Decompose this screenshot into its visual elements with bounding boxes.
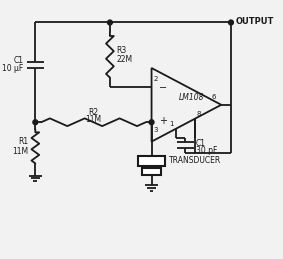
Text: 30 pF: 30 pF bbox=[196, 146, 217, 155]
Text: 3: 3 bbox=[153, 127, 158, 133]
Text: 1: 1 bbox=[170, 121, 174, 127]
Bar bbox=[138, 156, 165, 166]
Text: 11M: 11M bbox=[85, 115, 102, 124]
Text: −: − bbox=[159, 83, 168, 93]
Text: 22M: 22M bbox=[117, 55, 133, 64]
Text: R2: R2 bbox=[88, 108, 98, 117]
Text: 10 μF: 10 μF bbox=[3, 64, 24, 73]
Text: C1: C1 bbox=[196, 139, 206, 148]
Text: R1: R1 bbox=[18, 137, 29, 146]
Text: C1: C1 bbox=[14, 56, 24, 65]
Text: 2: 2 bbox=[153, 76, 158, 82]
Text: 6: 6 bbox=[211, 94, 216, 100]
Text: TRANSDUCER: TRANSDUCER bbox=[169, 156, 221, 166]
Circle shape bbox=[108, 20, 112, 25]
Circle shape bbox=[33, 120, 38, 125]
Text: 8: 8 bbox=[197, 111, 201, 117]
Text: 11M: 11M bbox=[12, 147, 29, 156]
Bar bbox=[142, 168, 161, 175]
Text: LM108: LM108 bbox=[179, 92, 204, 102]
Circle shape bbox=[149, 120, 154, 125]
Text: OUTPUT: OUTPUT bbox=[236, 17, 274, 26]
Circle shape bbox=[229, 20, 233, 25]
Text: R3: R3 bbox=[117, 46, 127, 55]
Text: +: + bbox=[159, 116, 167, 126]
